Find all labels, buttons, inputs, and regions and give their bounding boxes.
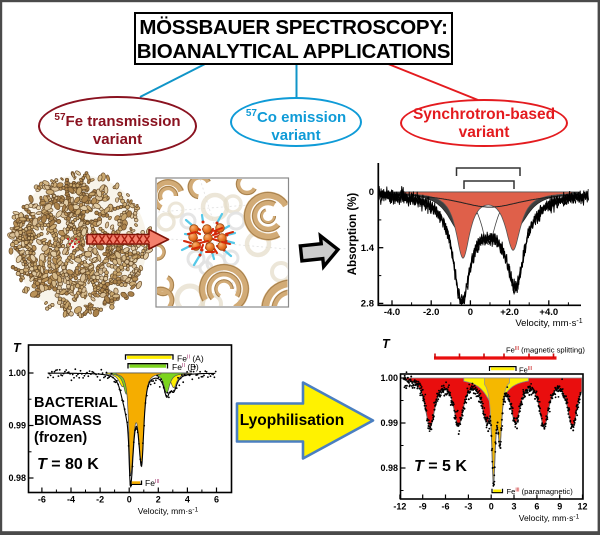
svg-text:0: 0: [127, 495, 132, 505]
svg-text:Velocity, mm·s-1: Velocity, mm·s-1: [519, 513, 580, 523]
svg-text:0.99: 0.99: [380, 418, 398, 428]
svg-text:-4: -4: [67, 495, 75, 505]
svg-text:Absorption (%): Absorption (%): [347, 193, 359, 276]
svg-text:2: 2: [156, 495, 161, 505]
svg-text:FeIII: FeIII: [145, 478, 160, 488]
svg-text:-12: -12: [393, 502, 406, 512]
svg-text:0.98: 0.98: [8, 473, 26, 483]
svg-text:-2.0: -2.0: [423, 307, 439, 318]
svg-text:12: 12: [577, 502, 587, 512]
svg-text:0: 0: [468, 307, 473, 318]
svg-text:1.00: 1.00: [380, 373, 398, 383]
svg-text:+2.0: +2.0: [500, 307, 519, 318]
svg-text:-6: -6: [441, 502, 449, 512]
svg-text:9: 9: [557, 502, 562, 512]
svg-text:-4.0: -4.0: [384, 307, 400, 318]
svg-text:T: T: [382, 337, 391, 351]
svg-text:0.98: 0.98: [380, 463, 398, 473]
svg-text:FeIII (magnetic splitting): FeIII (magnetic splitting): [506, 346, 585, 355]
svg-text:6: 6: [214, 495, 219, 505]
svg-text:Velocity, mm·s-1: Velocity, mm·s-1: [138, 506, 199, 516]
svg-text:0.99: 0.99: [8, 421, 26, 431]
svg-text:-6: -6: [38, 495, 46, 505]
svg-text:1.4: 1.4: [361, 243, 375, 254]
svg-text:6: 6: [534, 502, 539, 512]
svg-text:+4.0: +4.0: [539, 307, 558, 318]
svg-text:1.00: 1.00: [8, 368, 26, 378]
svg-text:FeII (B): FeII (B): [172, 362, 199, 372]
svg-text:4: 4: [185, 495, 190, 505]
svg-text:T: T: [13, 341, 22, 355]
svg-text:Velocity, mm·s-1: Velocity, mm·s-1: [515, 318, 582, 329]
svg-text:0: 0: [489, 502, 494, 512]
svg-text:3: 3: [511, 502, 516, 512]
svg-text:0: 0: [369, 187, 374, 198]
svg-text:-3: -3: [464, 502, 472, 512]
svg-text:-2: -2: [96, 495, 104, 505]
svg-text:FeII (A): FeII (A): [177, 354, 204, 364]
svg-text:2.8: 2.8: [361, 299, 374, 310]
svg-text:FeIII (paramagnetic): FeIII (paramagnetic): [507, 487, 574, 496]
svg-text:FeIII: FeIII: [519, 366, 532, 375]
svg-text:-9: -9: [419, 502, 427, 512]
